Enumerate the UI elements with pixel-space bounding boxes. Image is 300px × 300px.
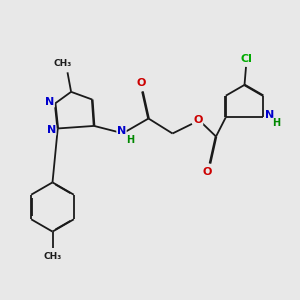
Text: Cl: Cl [240,54,252,64]
Text: H: H [126,135,134,145]
Text: O: O [203,167,212,177]
Text: CH₃: CH₃ [54,59,72,68]
Text: O: O [136,78,146,88]
Text: H: H [272,118,280,128]
Text: N: N [46,125,56,135]
Text: CH₃: CH₃ [44,252,62,261]
Text: N: N [45,97,54,107]
Text: N: N [117,126,126,136]
Text: N: N [265,110,274,120]
Text: O: O [193,115,203,125]
